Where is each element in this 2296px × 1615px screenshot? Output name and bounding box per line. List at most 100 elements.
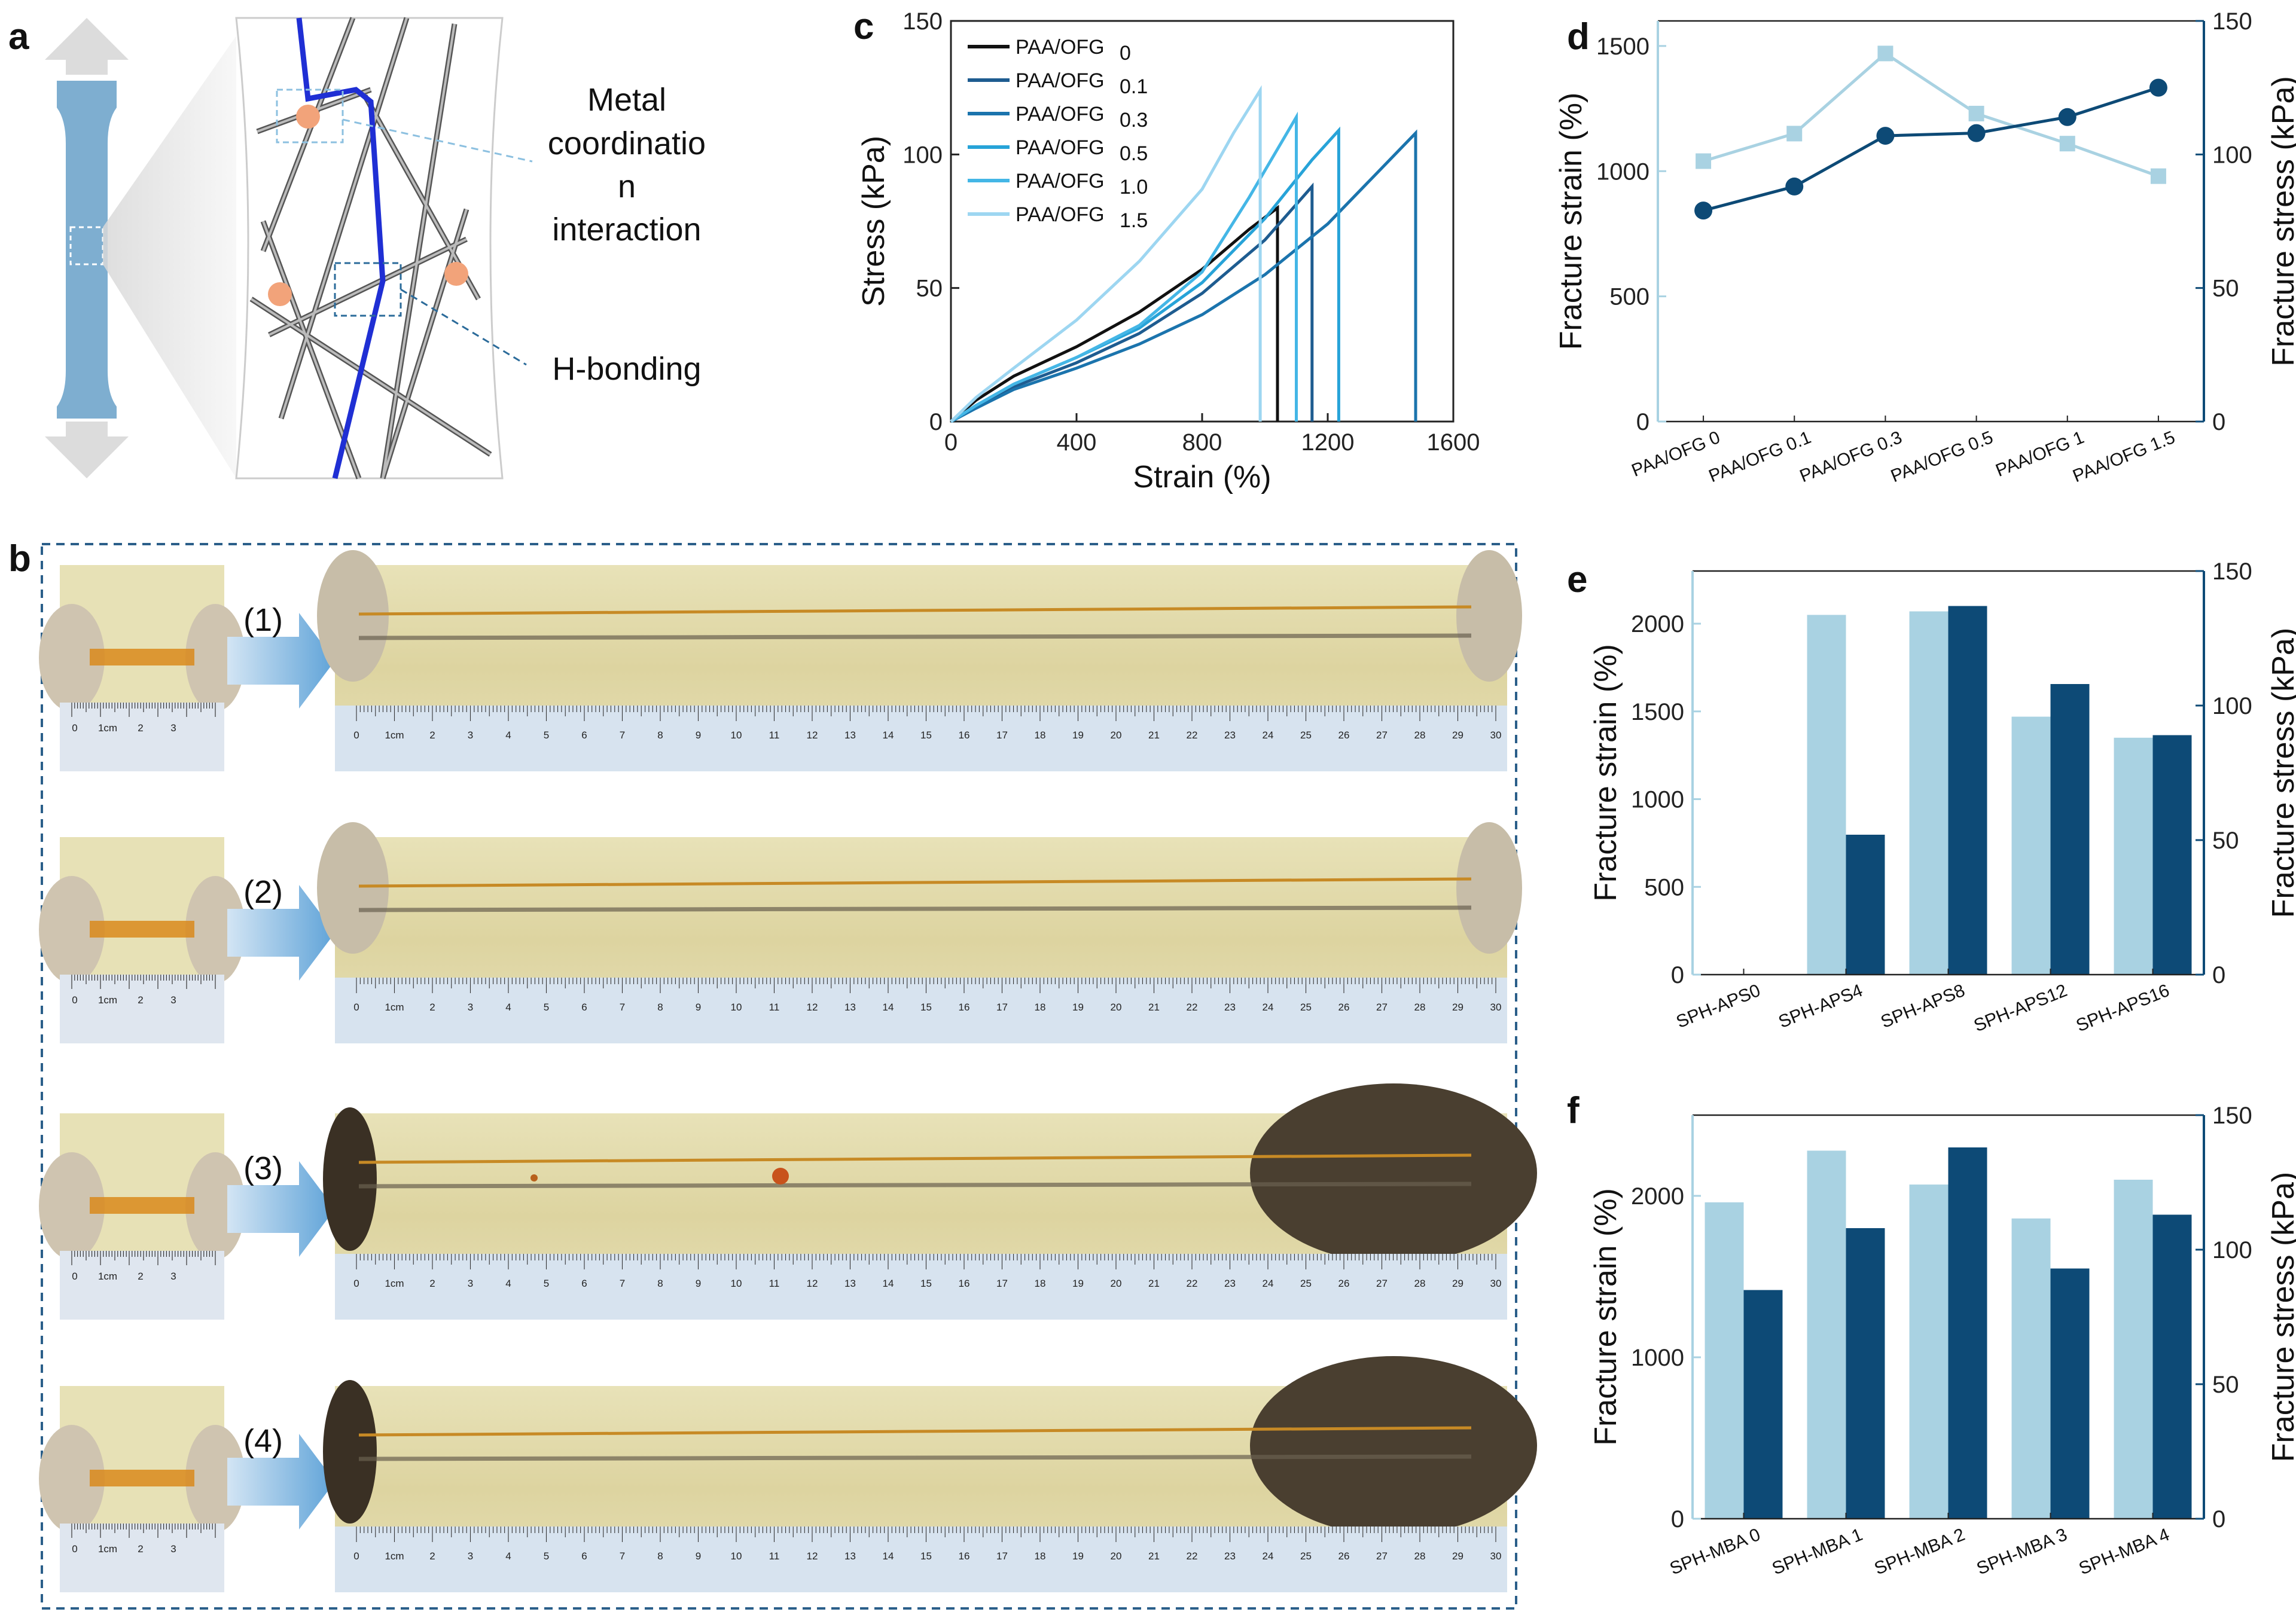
ruler-label: 4	[505, 1002, 511, 1013]
data-point	[2059, 136, 2075, 152]
ruler-label: 2	[138, 1543, 143, 1555]
ruler-label: 2	[429, 1002, 435, 1013]
y-tick-label: 1500	[1596, 33, 1649, 60]
ruler-label: 19	[1072, 1278, 1084, 1289]
ruler-small	[60, 975, 224, 1043]
annotation-h-bonding: H-bonding	[552, 351, 701, 387]
category-label: SPH-APS16	[2074, 981, 2172, 1036]
gel-knot	[530, 1174, 538, 1182]
ruler-label: 4	[505, 729, 511, 741]
glove-left	[317, 550, 389, 682]
ruler-label: 3	[170, 1543, 176, 1555]
ruler-label: 25	[1300, 1550, 1312, 1562]
category-label: SPH-APS8	[1878, 981, 1968, 1032]
ruler-label: 9	[696, 1278, 701, 1289]
category-label: SPH-APS4	[1776, 981, 1865, 1032]
y-tick-label: 0	[1671, 962, 1684, 988]
bar	[1807, 615, 1846, 975]
ruler-label: 20	[1111, 1278, 1122, 1289]
y-tick-label: 2000	[1631, 1183, 1684, 1210]
data-point	[1968, 105, 1984, 121]
y-tick-label: 100	[902, 142, 943, 168]
ruler-label: 6	[581, 1550, 587, 1562]
ruler-label: 22	[1187, 1278, 1198, 1289]
legend-subscript: 1.5	[1120, 209, 1148, 232]
ruler-label: 26	[1338, 729, 1350, 741]
ruler-label: 24	[1263, 1002, 1274, 1013]
data-point	[1876, 127, 1895, 145]
ruler-label: 2	[138, 994, 143, 1006]
y2-tick-label: 50	[2212, 828, 2239, 854]
ruler-label: 12	[807, 1550, 818, 1562]
ruler-label: 1cm	[98, 1271, 117, 1282]
ruler-label: 30	[1490, 1550, 1502, 1562]
panel-label-d: d	[1567, 16, 1590, 57]
stretched-gel-fiber	[358, 1153, 1472, 1164]
bar	[1909, 1184, 1949, 1519]
ruler-label: 1cm	[385, 1002, 404, 1013]
glove-right	[1456, 550, 1522, 682]
y-tick-label: 1000	[1631, 787, 1684, 813]
gel-sample-small	[90, 1197, 194, 1214]
bar	[2050, 684, 2090, 975]
ruler-label: 9	[696, 729, 701, 741]
y2-tick-label: 150	[2212, 8, 2252, 35]
ruler-label: 23	[1224, 1278, 1236, 1289]
ruler-label: 1cm	[98, 722, 117, 734]
ruler-label: 15	[920, 729, 932, 741]
y-tick-label: 2000	[1631, 611, 1684, 637]
ruler-big	[335, 1254, 1507, 1320]
ruler-label: 27	[1376, 1278, 1388, 1289]
metal-coordination-box	[276, 88, 344, 144]
ruler-label: 28	[1414, 1002, 1426, 1013]
category-label: PAA/OFG 0.3	[1797, 428, 1905, 486]
glove-left	[323, 1107, 377, 1251]
bar	[1846, 1228, 1885, 1519]
fiber-shadow	[358, 1454, 1472, 1461]
down-arrow-icon	[45, 422, 129, 478]
panel-b-frame	[41, 543, 1517, 1610]
ruler-label: 11	[769, 1550, 780, 1562]
panel-label-e: e	[1567, 559, 1587, 600]
legend-name: PAA/OFG	[1016, 136, 1105, 159]
annotation-metal-2: coordinatio	[548, 126, 706, 161]
step-label: (4)	[243, 1423, 283, 1459]
network-box	[235, 17, 504, 480]
ruler-label: 0	[353, 729, 359, 741]
ruler-label: 20	[1111, 1002, 1122, 1013]
metal-ion-node	[268, 282, 292, 306]
panel-c-chart: c 0 400 800 1200 1600 0 50 100 150 Strain (%) Stre…	[853, 6, 1480, 494]
ruler-label: 17	[996, 1002, 1008, 1013]
ruler-label: 20	[1111, 729, 1122, 741]
ruler-label: 10	[731, 729, 742, 741]
ruler-label: 15	[920, 1550, 932, 1562]
ruler-label: 4	[505, 1278, 511, 1289]
bar	[1948, 1147, 1987, 1519]
category-label: PAA/OFG 0.1	[1706, 428, 1814, 486]
ruler-label: 0	[72, 1543, 77, 1555]
ruler-label: 1cm	[385, 729, 404, 741]
ruler-label: 0	[353, 1278, 359, 1289]
ruler-label: 0	[72, 1271, 77, 1282]
ruler-label: 3	[170, 1271, 176, 1282]
legend-name: PAA/OFG	[1016, 103, 1105, 126]
y2-tick-label: 50	[2212, 1372, 2239, 1398]
y2-tick-label: 0	[2212, 962, 2225, 988]
gel-sample-small	[90, 1470, 194, 1486]
x-axis-label: Strain (%)	[1133, 460, 1271, 494]
ruler-label: 6	[581, 1002, 587, 1013]
y-tick-label: 0	[1671, 1506, 1684, 1532]
ruler-label: 9	[696, 1002, 701, 1013]
ruler-label: 1cm	[385, 1550, 404, 1562]
data-point	[2058, 108, 2077, 126]
polymer-chain-blue	[296, 17, 386, 480]
ruler-label: 8	[657, 1278, 663, 1289]
photo-row: 0 1cm 2 3(3)0 1cm 2 3 4 5 6 7 8 9 10 11 12 13 14 15 16 17 18 1…	[39, 1083, 1537, 1320]
legend-subscript: 0.5	[1120, 142, 1148, 165]
step-label: (3)	[243, 1150, 283, 1186]
ruler-label: 13	[844, 1550, 856, 1562]
legend-subscript: 0	[1120, 42, 1131, 65]
series-line	[950, 111, 1298, 423]
ruler-label: 26	[1338, 1002, 1350, 1013]
ruler-label: 29	[1452, 1002, 1463, 1013]
